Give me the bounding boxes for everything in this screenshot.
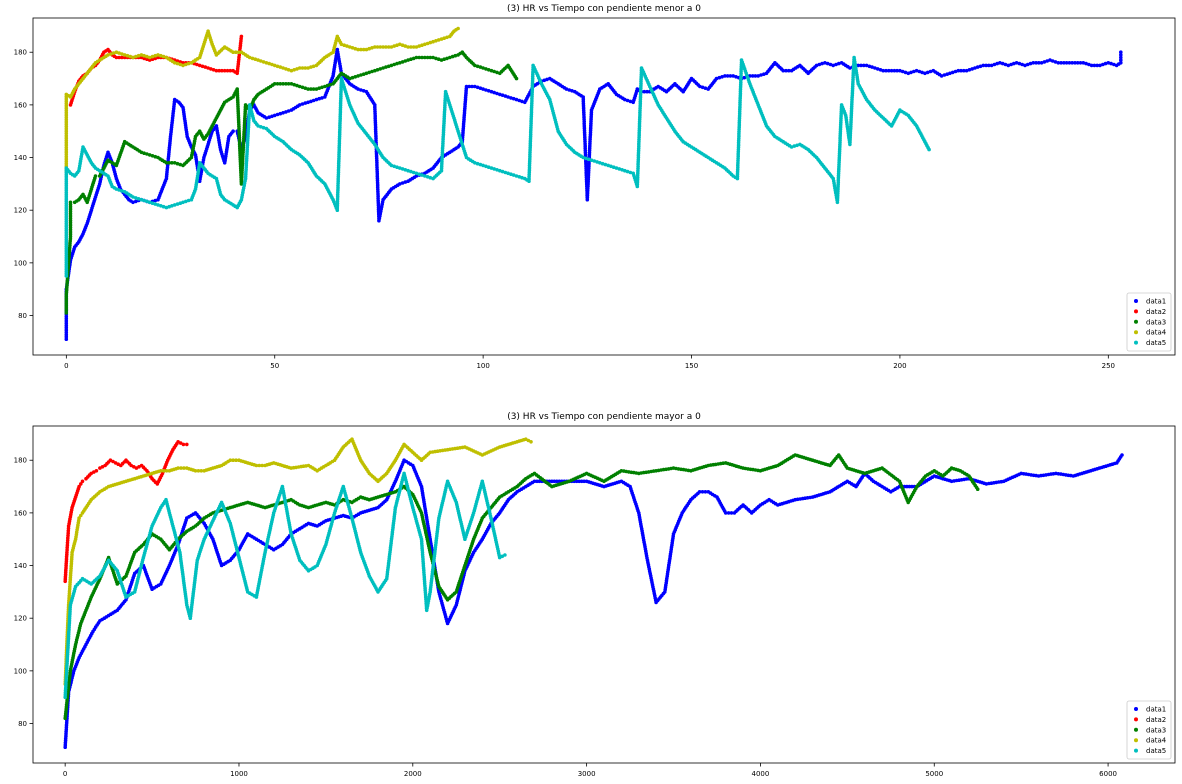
x-tick-label: 2000: [404, 770, 422, 778]
series-data3: [63, 453, 979, 720]
x-tick-label: 3000: [578, 770, 596, 778]
data-point: [515, 77, 519, 81]
x-tick-label: 200: [893, 362, 906, 370]
data-point: [1119, 50, 1123, 54]
data-point: [456, 27, 460, 31]
x-tick-label: 50: [270, 362, 279, 370]
x-tick-label: 0: [64, 362, 68, 370]
y-tick-label: 140: [14, 154, 27, 162]
legend-label: data5: [1146, 339, 1166, 347]
legend-marker: [1134, 320, 1138, 324]
legend-marker: [1134, 299, 1138, 303]
data-point: [976, 487, 980, 491]
series-data5: [65, 56, 931, 278]
legend-label: data1: [1146, 298, 1166, 306]
x-tick-label: 0: [63, 770, 67, 778]
chart-title: (3) HR vs Tiempo con pendiente mayor a 0: [507, 412, 701, 422]
y-tick-label: 160: [14, 509, 27, 517]
x-tick-label: 250: [1102, 362, 1115, 370]
legend: data1 data2 data3 data4 data5: [1127, 293, 1171, 351]
y-tick-label: 80: [18, 720, 27, 728]
data-point: [240, 35, 244, 39]
data-point: [81, 480, 85, 484]
y-tick-label: 120: [14, 615, 27, 623]
legend-label: data2: [1146, 308, 1166, 316]
y-tick-label: 140: [14, 562, 27, 570]
y-tick-label: 180: [14, 49, 27, 57]
chart-title: (3) HR vs Tiempo con pendiente menor a 0: [507, 4, 701, 14]
series-data1: [65, 48, 1123, 341]
data-layer: [63, 437, 1123, 749]
data-point: [529, 440, 533, 444]
data-point: [95, 469, 99, 473]
data-point: [1120, 453, 1124, 457]
data-point: [231, 129, 235, 133]
x-tick-label: 6000: [1099, 770, 1117, 778]
y-tick-label: 100: [14, 667, 27, 675]
y-tick-label: 100: [14, 259, 27, 267]
plot-frame: [33, 426, 1175, 763]
x-tick-label: 100: [476, 362, 489, 370]
chart-bottom: (3) HR vs Tiempo con pendiente mayor a 0…: [14, 412, 1175, 778]
legend-marker: [1134, 309, 1138, 313]
legend-marker: [1134, 330, 1138, 334]
y-tick-label: 120: [14, 207, 27, 215]
y-tick-label: 180: [14, 457, 27, 465]
chart-top: (3) HR vs Tiempo con pendiente menor a 0…: [14, 4, 1175, 370]
series-data2: [69, 35, 244, 107]
y-tick-label: 160: [14, 101, 27, 109]
series-data3: [65, 50, 519, 314]
series-data4: [65, 27, 460, 173]
series-data1: [63, 453, 1123, 749]
legend-label: data4: [1146, 329, 1167, 337]
x-tick-label: 150: [685, 362, 698, 370]
x-tick-label: 5000: [925, 770, 943, 778]
series-data4: [63, 437, 532, 685]
x-tick-label: 1000: [230, 770, 248, 778]
data-layer: [65, 27, 1123, 341]
legend-marker: [1134, 341, 1138, 345]
data-point: [94, 174, 98, 178]
y-tick-label: 80: [18, 312, 27, 320]
legend-label: data3: [1146, 318, 1166, 326]
data-point: [185, 443, 189, 447]
x-tick-label: 4000: [752, 770, 770, 778]
data-point: [182, 443, 186, 447]
data-point: [927, 148, 931, 152]
data-point: [69, 201, 73, 205]
